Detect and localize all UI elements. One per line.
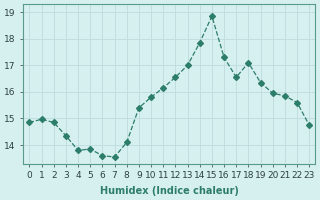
X-axis label: Humidex (Indice chaleur): Humidex (Indice chaleur) [100,186,239,196]
